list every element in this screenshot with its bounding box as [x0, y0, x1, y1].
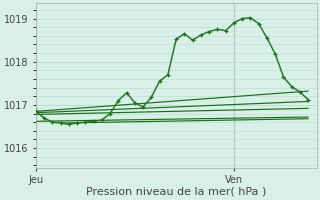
X-axis label: Pression niveau de la mer( hPa ): Pression niveau de la mer( hPa ): [86, 187, 266, 197]
